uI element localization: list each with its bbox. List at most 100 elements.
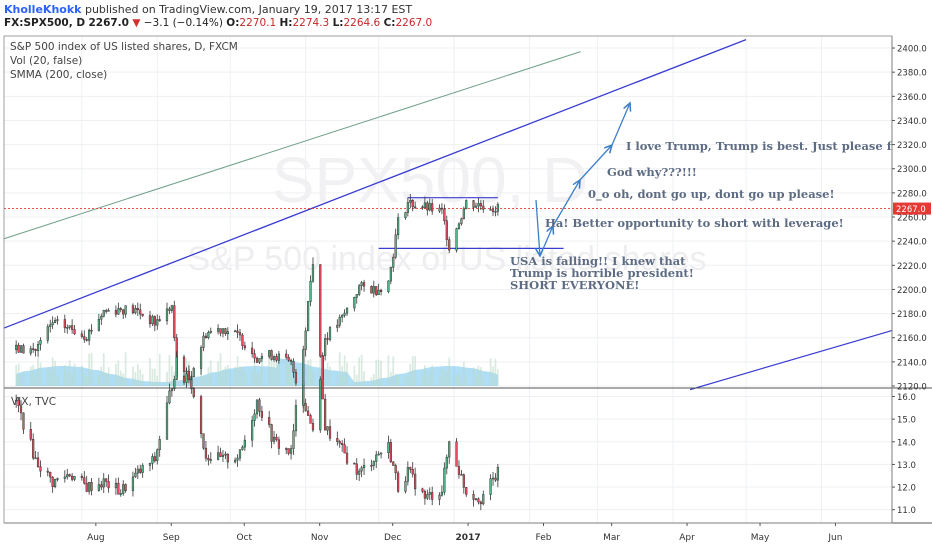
vix-candle — [379, 452, 383, 455]
volume-bar — [244, 371, 246, 386]
vix-candle — [131, 476, 135, 491]
price-tick-label: 2340.0 — [897, 117, 927, 127]
volume-bar — [122, 373, 125, 386]
volume-bar — [278, 358, 280, 386]
vix-tick-label: 12.0 — [897, 484, 916, 494]
spx-candle — [387, 280, 390, 292]
vix-candle — [34, 457, 37, 460]
vix-candle — [311, 264, 315, 282]
vix-candles — [15, 257, 499, 511]
price-axis-bg — [892, 36, 932, 523]
vix-candle — [32, 438, 35, 459]
spx-candle — [224, 328, 227, 335]
vix-candle — [445, 456, 448, 469]
volume-bar — [251, 371, 254, 386]
vix-candle — [107, 481, 110, 489]
vix-candle — [491, 477, 495, 480]
vix-candle — [102, 478, 105, 488]
vix-candle — [438, 494, 441, 500]
annotation-text: I love Trump, Trump is best. Just please… — [626, 139, 908, 153]
volume-bar — [207, 367, 210, 386]
vix-candle — [139, 468, 142, 473]
volume-bar — [479, 367, 482, 386]
volume-bar — [270, 352, 273, 386]
legend-vix: VIX, TVC — [11, 396, 57, 408]
vix-candle — [100, 484, 103, 488]
spx-candle — [326, 338, 329, 340]
time-tick-label: 2017 — [456, 533, 481, 543]
axes: 2120.0 2140.0 2160.0 2180.0 2200.0 2220.0 2240… — [3, 35, 932, 543]
vix-candle — [394, 465, 397, 474]
spx-candle — [275, 356, 278, 361]
spx-candle — [17, 344, 20, 353]
price-tick-label: 2320.0 — [897, 141, 927, 151]
spx-candle — [465, 200, 468, 210]
vix-candle — [455, 441, 458, 467]
vix-candle — [255, 399, 259, 415]
vix-candle — [238, 449, 242, 459]
price-tick-label: 2280.0 — [897, 189, 927, 199]
vix-candle — [68, 474, 71, 477]
volume-bar — [102, 353, 105, 386]
trend-lines[interactable] — [3, 38, 893, 391]
spx-candle — [234, 330, 237, 333]
vix-candle — [343, 444, 346, 454]
volume-bar — [217, 361, 219, 386]
vix-candle — [49, 472, 52, 478]
vix-candle — [392, 461, 395, 466]
spx-candle — [341, 314, 344, 318]
lower-trend-line — [689, 329, 893, 391]
volume-bar — [83, 373, 86, 386]
vix-candle — [190, 379, 193, 390]
vix-candle — [431, 492, 434, 500]
volume-bar — [88, 353, 91, 386]
spx-candle — [260, 356, 263, 359]
last-price: 2267.0 — [88, 17, 129, 29]
vix-candle — [134, 472, 137, 478]
vix-candle — [472, 494, 475, 500]
spx-candle — [49, 324, 52, 327]
volume-bar — [241, 366, 244, 386]
spx-candle — [139, 309, 142, 315]
annotations[interactable]: I love Trump, Trump is best. Just please… — [510, 103, 908, 292]
author-link[interactable]: KholleKhokk — [4, 3, 82, 16]
vix-candle — [46, 470, 49, 473]
vix-candle — [63, 476, 66, 479]
price-tick-label: 2400.0 — [897, 45, 927, 55]
vix-candle — [411, 469, 414, 475]
vix-candle — [182, 356, 186, 372]
symbol-label[interactable]: FX:SPX500, D — [4, 17, 86, 29]
vix-candle — [83, 477, 86, 484]
spx-candle — [29, 348, 32, 354]
spx-candle — [345, 307, 349, 314]
vix-candle — [285, 448, 288, 450]
close-label: C: — [383, 17, 396, 29]
volume-bar — [319, 353, 322, 386]
volume-bar — [117, 360, 120, 386]
vix-candle — [187, 370, 191, 380]
publish-header: KholleKhokk published on TradingView.com… — [4, 3, 412, 16]
volume-bar — [258, 370, 261, 386]
volume-bar — [438, 376, 441, 386]
vix-candle — [97, 484, 100, 491]
vix-candle — [428, 492, 431, 495]
vix-candle — [387, 442, 390, 454]
vix-candle — [80, 475, 83, 478]
volume-bar — [455, 374, 458, 386]
spx-candle — [241, 334, 244, 346]
vix-candle — [29, 429, 32, 440]
volume-bar — [489, 358, 492, 386]
vix-candle — [168, 390, 171, 404]
spx-candle — [66, 327, 69, 329]
close-value: 2267.0 — [395, 17, 433, 29]
volume-bar — [307, 360, 309, 386]
spx-candle — [397, 217, 400, 236]
vix-candle — [294, 405, 298, 432]
vix-candle — [221, 454, 225, 457]
vix-candle — [66, 474, 69, 478]
volume-bar — [20, 374, 22, 386]
vix-candle — [136, 468, 139, 474]
spx-candle — [15, 344, 18, 351]
spx-candle — [53, 320, 57, 323]
